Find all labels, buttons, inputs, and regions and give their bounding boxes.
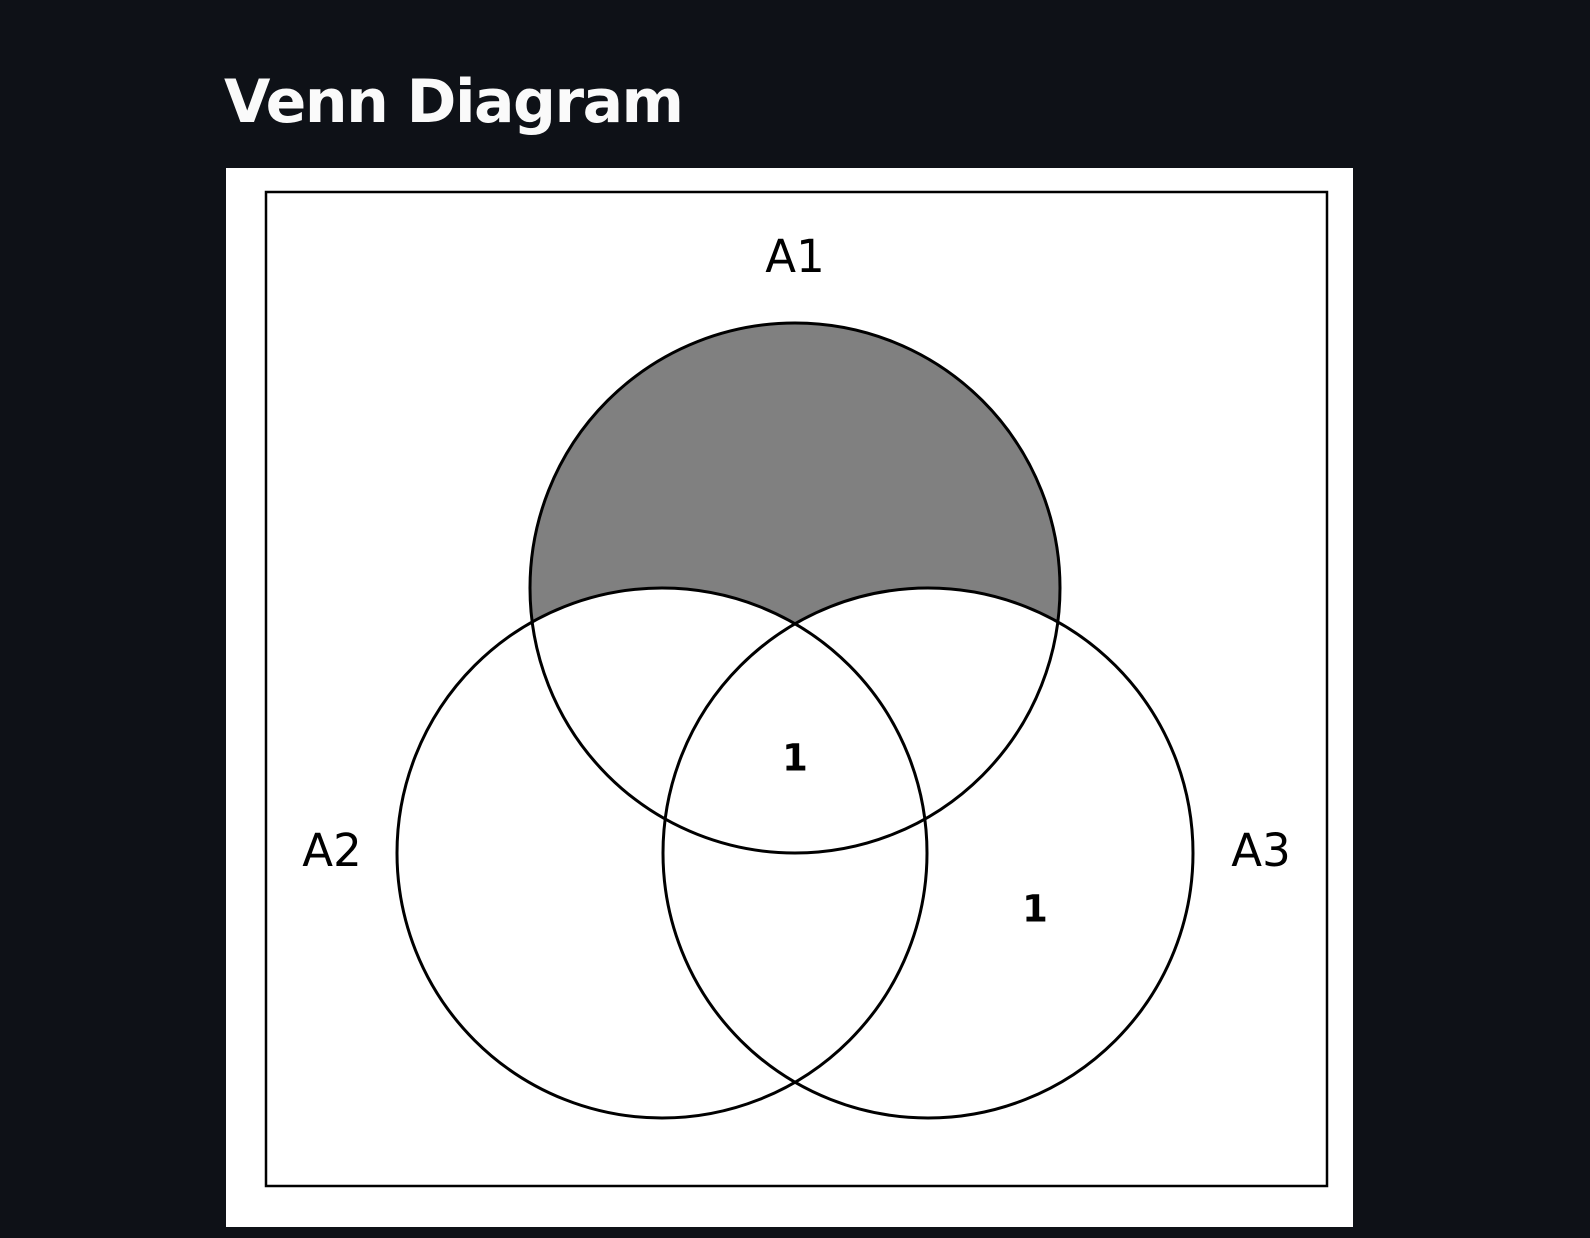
circle-a2	[395, 586, 929, 1120]
circle-a1	[528, 321, 1062, 855]
set-label-a1: A1	[765, 230, 824, 283]
set-label-a2: A2	[302, 824, 361, 877]
axes-frame	[264, 190, 1329, 1188]
set-label-a3: A3	[1231, 824, 1290, 877]
venn-figure: A1 A2 A3 1 1	[226, 168, 1353, 1227]
region-label-a3-only: 1	[1022, 888, 1048, 931]
circle-a3	[661, 586, 1195, 1120]
page-title: Venn Diagram	[224, 67, 684, 137]
region-a1-only-shaded	[397, 323, 1193, 1118]
venn-diagram-svg: A1 A2 A3 1 1	[264, 190, 1329, 1188]
region-label-a1-a2-a3: 1	[782, 737, 808, 780]
